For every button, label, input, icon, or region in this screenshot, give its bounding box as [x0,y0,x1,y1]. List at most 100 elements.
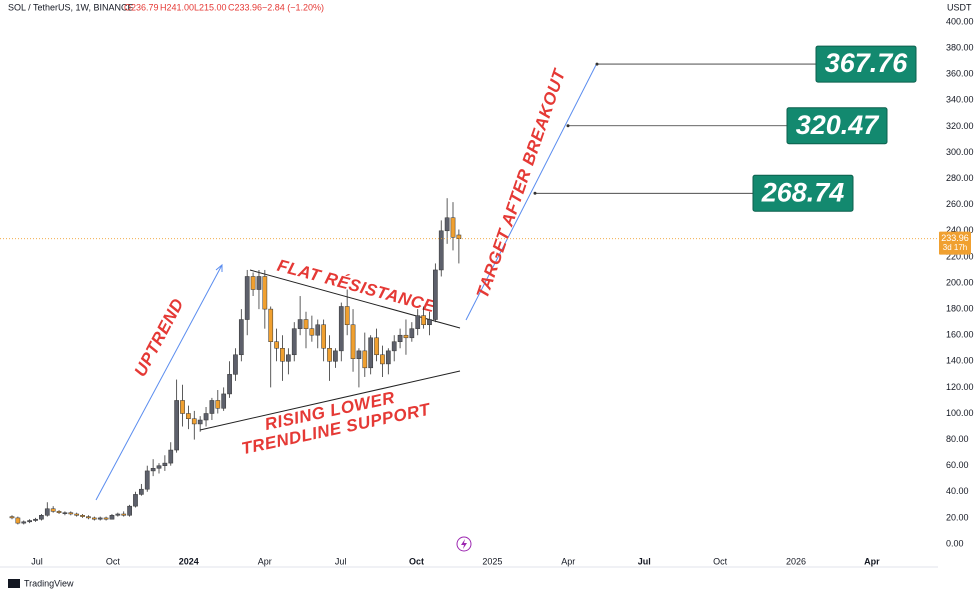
candle-body [256,276,262,290]
y-axis-label: USDT [947,2,972,12]
x-tick-label: Apr [864,556,880,566]
candle-body [362,350,368,369]
candle-body [186,413,191,419]
price-tag-countdown: 3d 17h [943,243,967,252]
target-label: 320.47 [796,110,881,140]
candle-body [297,319,303,329]
candle-body [203,413,209,421]
y-tick-label: 20.00 [946,512,969,522]
candle-body [221,393,227,409]
y-tick-label: 360.00 [946,69,974,79]
candle-body [244,276,250,320]
candle-body [62,512,68,514]
y-tick-label: 220.00 [946,251,974,261]
x-tick-label: 2026 [786,556,806,566]
x-tick-label: Apr [561,556,575,566]
target-label: 268.74 [761,177,845,207]
candle-body [433,269,438,320]
candle-body [391,341,397,352]
target-arrow [465,62,598,321]
candle-body [109,515,115,520]
candle-body [39,515,44,520]
y-tick-label: 240.00 [946,225,974,235]
y-tick-label: 60.00 [946,460,969,470]
candle-body [403,334,409,339]
x-tick-label: Oct [409,556,424,566]
candle-body [315,324,321,336]
brand: TradingView [24,578,74,588]
y-tick-label: 0.00 [946,538,964,548]
candle-body [421,315,426,326]
x-tick-label: Apr [258,556,272,566]
candle-body [139,488,144,495]
candle-body [9,516,15,519]
candle-body [250,276,256,290]
arrow-head [215,263,223,272]
ohlc-open: O236.79 [124,2,159,12]
y-tick-label: 140.00 [946,356,974,366]
y-tick-label: 300.00 [946,147,974,157]
candle-body [409,328,415,339]
candle-body [274,341,279,349]
candle-body [197,419,203,425]
x-tick-label: Jul [335,556,347,566]
candle-body [162,462,168,466]
ohlc-close: C233.96 [228,2,262,12]
candle-body [121,513,127,516]
candle-body [233,354,238,375]
candle-body [380,354,385,365]
candle-body [97,517,103,520]
candle-body [133,494,138,507]
candle-body [280,348,285,362]
y-tick-label: 180.00 [946,303,974,313]
y-tick-label: 100.00 [946,408,974,418]
candle-body [156,465,162,469]
y-tick-label: 200.00 [946,277,974,287]
candle-body [86,516,91,519]
candle-body [456,234,462,239]
candle-body [238,319,244,356]
candle-body [103,517,109,520]
candle-body [209,400,215,414]
candle-body [68,512,74,515]
y-tick-label: 320.00 [946,121,974,131]
x-tick-label: Jul [638,556,651,566]
candle-body [438,230,444,271]
candle-body [444,217,450,232]
y-tick-label: 120.00 [946,382,974,392]
y-tick-label: 280.00 [946,173,974,183]
candle-body [80,515,85,517]
x-tick-label: 2024 [179,556,199,566]
candle-body [374,337,379,356]
event-icon[interactable] [456,536,472,552]
y-tick-label: 380.00 [946,42,974,52]
target-dot [595,62,599,66]
price-tag-label: 233.96 [941,233,969,243]
candle-body [303,319,309,329]
y-tick-label: 80.00 [946,434,969,444]
logo [8,579,20,588]
candle-body [427,319,432,326]
symbol: SOL / TetherUS, 1W, BINANCE [8,2,134,12]
candle-body [385,350,391,365]
x-tick-label: Oct [106,556,121,566]
x-tick-label: Jul [31,556,43,566]
price-tag [939,231,971,255]
y-tick-label: 400.00 [946,16,974,26]
target-dot [533,191,537,195]
candle-body [286,354,291,362]
candle-body [368,337,374,369]
candle-body [268,308,274,342]
candle-body [327,348,332,362]
support-line [199,370,461,431]
candle-body [15,517,21,524]
candle-body [115,513,121,516]
target-box [815,45,917,83]
candle-body [338,306,344,352]
candle-body [333,350,338,362]
candle-body [21,521,27,524]
candle-body [415,315,421,329]
candle-body [74,513,80,516]
x-tick-label: 2025 [482,556,502,566]
